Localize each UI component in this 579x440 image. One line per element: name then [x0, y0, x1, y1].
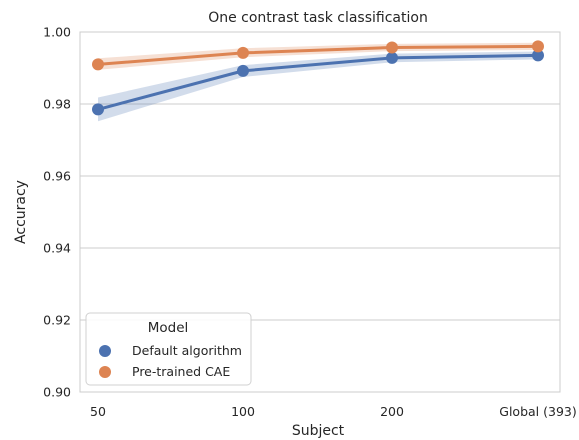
legend-title: Model	[148, 320, 189, 336]
legend: Model Default algorithm Pre-trained CAE	[85, 312, 252, 386]
legend-marker-default-algorithm	[99, 345, 111, 357]
chart-title: One contrast task classification	[208, 10, 428, 26]
data-point-default-algorithm	[386, 51, 398, 64]
x-tick-label: Global (393)	[499, 404, 576, 419]
legend-box	[85, 312, 252, 386]
legend-label-default-algorithm: Default algorithm	[132, 343, 242, 358]
x-tick-label: 100	[231, 404, 255, 419]
legend-marker-pre-trained-cae	[99, 366, 111, 378]
y-tick-label: 0.92	[43, 313, 71, 328]
y-axis-label: Accuracy	[13, 180, 29, 244]
x-tick-label: 200	[380, 404, 404, 419]
data-point-pre-trained-cae	[532, 40, 544, 53]
y-tick-label: 0.94	[43, 241, 71, 256]
x-tick-label: 50	[90, 404, 106, 419]
series-line-pre-trained-cae	[96, 44, 540, 66]
legend-label-pre-trained-cae: Pre-trained CAE	[132, 364, 230, 379]
series-layer	[92, 40, 544, 122]
data-point-pre-trained-cae	[92, 58, 104, 71]
y-tick-label: 0.96	[43, 169, 71, 184]
data-point-pre-trained-cae	[386, 41, 398, 54]
ci-band-pre-trained-cae	[98, 42, 538, 70]
y-tick-label: 0.98	[43, 97, 71, 112]
x-axis-label: Subject	[292, 423, 345, 439]
y-tick-label: 1.00	[43, 25, 71, 40]
x-tick-labels: 50 100 200 Global (393)	[90, 404, 577, 419]
data-point-default-algorithm	[532, 49, 544, 62]
y-tick-labels: 0.90 0.92 0.94 0.96 0.98 1.00	[43, 25, 71, 400]
data-point-pre-trained-cae	[237, 46, 249, 59]
data-point-default-algorithm	[92, 103, 104, 116]
series-line-default-algorithm	[96, 53, 540, 111]
y-tick-label: 0.90	[43, 385, 71, 400]
data-point-default-algorithm	[237, 64, 249, 77]
